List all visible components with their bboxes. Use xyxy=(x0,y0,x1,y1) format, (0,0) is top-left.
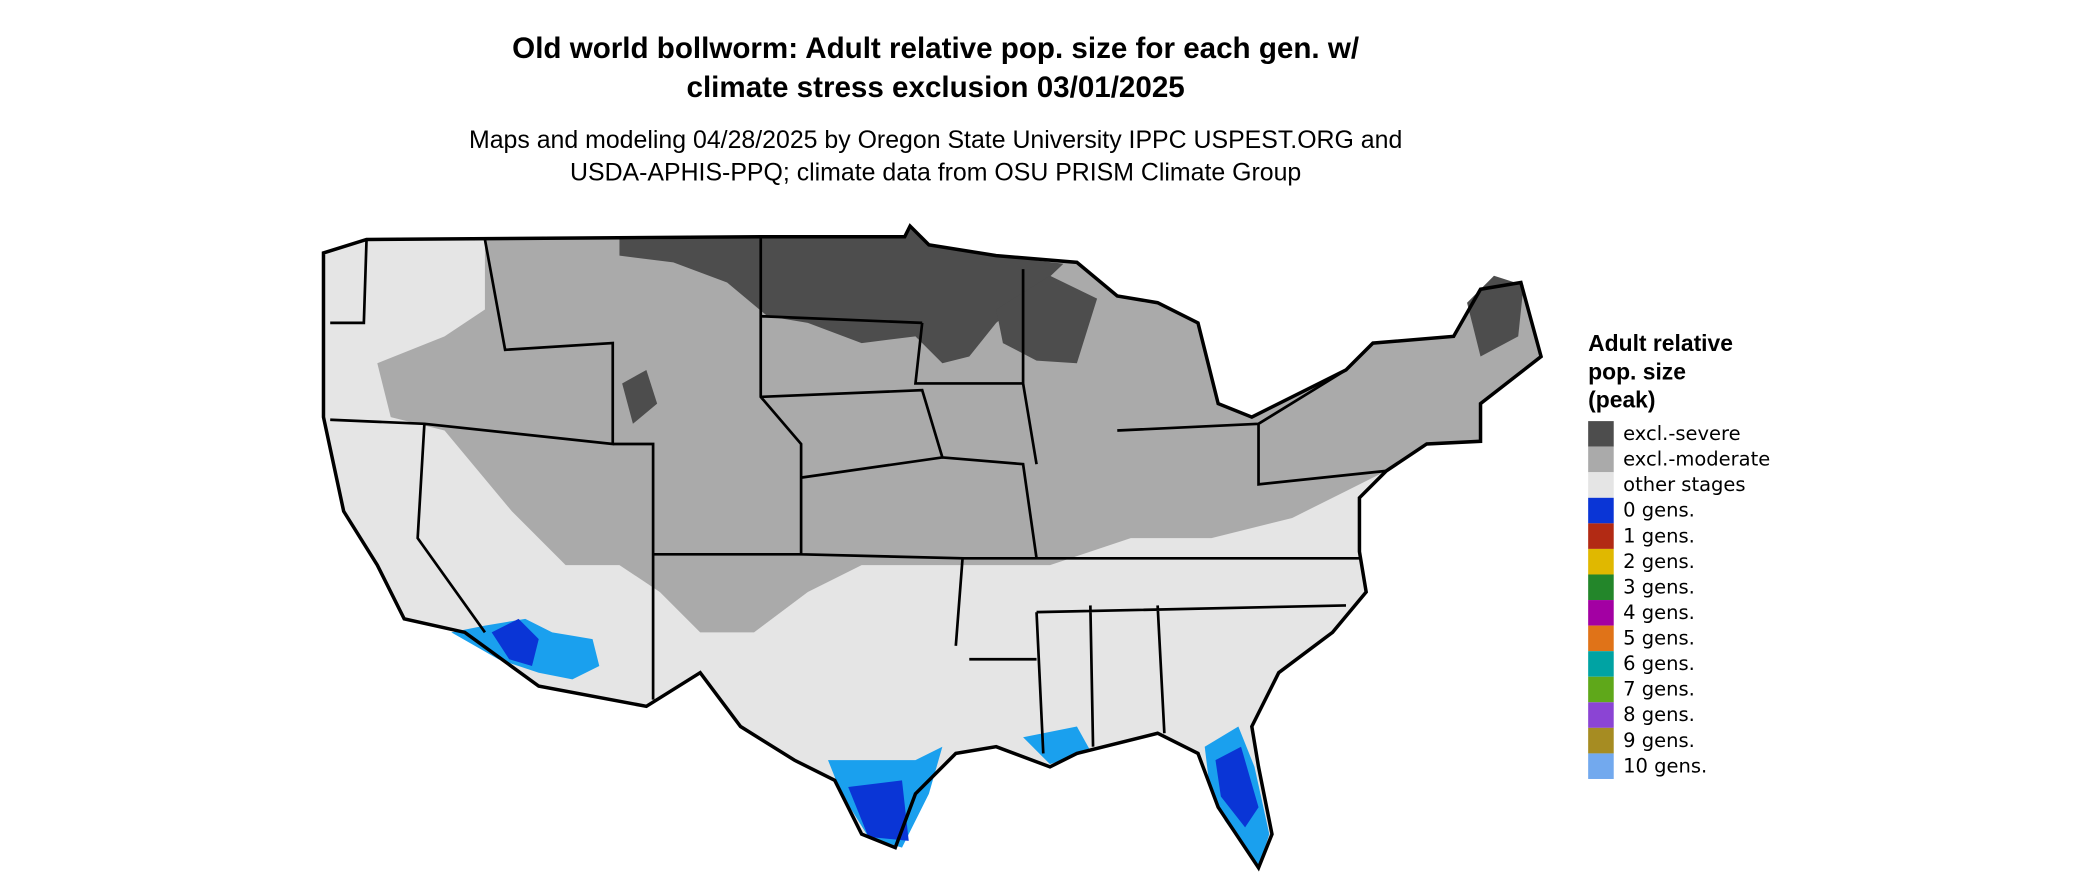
severe-region xyxy=(1467,275,1524,357)
legend-swatch xyxy=(1588,497,1614,524)
severe-region xyxy=(619,226,1064,364)
legend: Adult relative pop. size (peak) excl.-se… xyxy=(1588,330,1770,779)
legend-title: pop. size xyxy=(1588,358,1686,384)
gens-region xyxy=(848,780,909,841)
subtitle: Maps and modeling 04/28/2025 by Oregon S… xyxy=(469,126,1402,154)
legend-swatch xyxy=(1588,753,1614,779)
legend-label: 7 gens. xyxy=(1623,678,1695,701)
legend-title: Adult relative xyxy=(1588,330,1733,356)
legend-swatch xyxy=(1588,548,1614,575)
moderate-region xyxy=(377,236,1542,633)
severe-region xyxy=(622,369,658,424)
legend-label: excl.-moderate xyxy=(1623,448,1770,471)
severe-region xyxy=(996,275,1098,364)
legend-swatch xyxy=(1588,702,1614,728)
legend-label: 9 gens. xyxy=(1623,729,1695,752)
legend-label: 8 gens. xyxy=(1623,703,1695,726)
legend-swatch xyxy=(1588,600,1614,626)
legend-label: 5 gens. xyxy=(1623,627,1695,650)
legend-swatch xyxy=(1588,523,1614,549)
state-lines xyxy=(330,236,1387,754)
title: climate stress exclusion 03/01/2025 xyxy=(687,71,1185,104)
legend-title: (peak) xyxy=(1588,387,1655,413)
legend-swatch xyxy=(1588,651,1614,677)
legend-swatch xyxy=(1588,472,1614,498)
legend-label: 0 gens. xyxy=(1623,499,1695,522)
legend-label: other stages xyxy=(1623,473,1745,496)
subtitle: USDA-APHIS-PPQ; climate data from OSU PR… xyxy=(570,158,1301,186)
legend-label: excl.-severe xyxy=(1623,422,1741,445)
legend-swatch xyxy=(1588,727,1614,754)
us-outline xyxy=(321,223,1544,872)
legend-label: 4 gens. xyxy=(1623,601,1695,624)
legend-swatch xyxy=(1588,625,1614,652)
map xyxy=(321,223,1544,872)
legend-label: 2 gens. xyxy=(1623,550,1695,573)
legend-swatch xyxy=(1588,574,1614,601)
gens-region xyxy=(491,618,539,666)
legend-swatch xyxy=(1588,446,1614,473)
legend-label: 3 gens. xyxy=(1623,575,1695,598)
legend-label: 6 gens. xyxy=(1623,652,1695,675)
legend-label: 10 gens. xyxy=(1623,754,1707,777)
title: Old world bollworm: Adult relative pop. … xyxy=(512,32,1359,65)
legend-swatch xyxy=(1588,421,1614,447)
legend-swatch xyxy=(1588,676,1614,703)
gens-region xyxy=(1215,746,1259,828)
legend-label: 1 gens. xyxy=(1623,524,1695,547)
